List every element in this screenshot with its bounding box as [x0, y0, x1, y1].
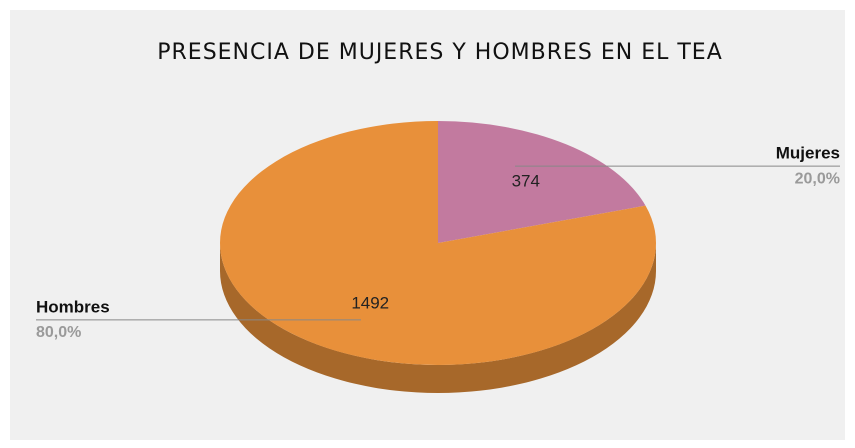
percent-label: 20,0% [795, 170, 840, 187]
percent-label: 80,0% [36, 324, 81, 341]
pie-side [220, 243, 656, 393]
pie-slice [438, 121, 646, 243]
pie-slice [220, 121, 656, 365]
chart-title: PRESENCIA DE MUJERES Y HOMBRES EN EL TEA [157, 40, 723, 65]
data-label: 374 [512, 171, 540, 190]
legend-label: Mujeres [776, 144, 840, 163]
legend-label: Hombres [36, 297, 110, 316]
data-label: 1492 [351, 294, 389, 313]
